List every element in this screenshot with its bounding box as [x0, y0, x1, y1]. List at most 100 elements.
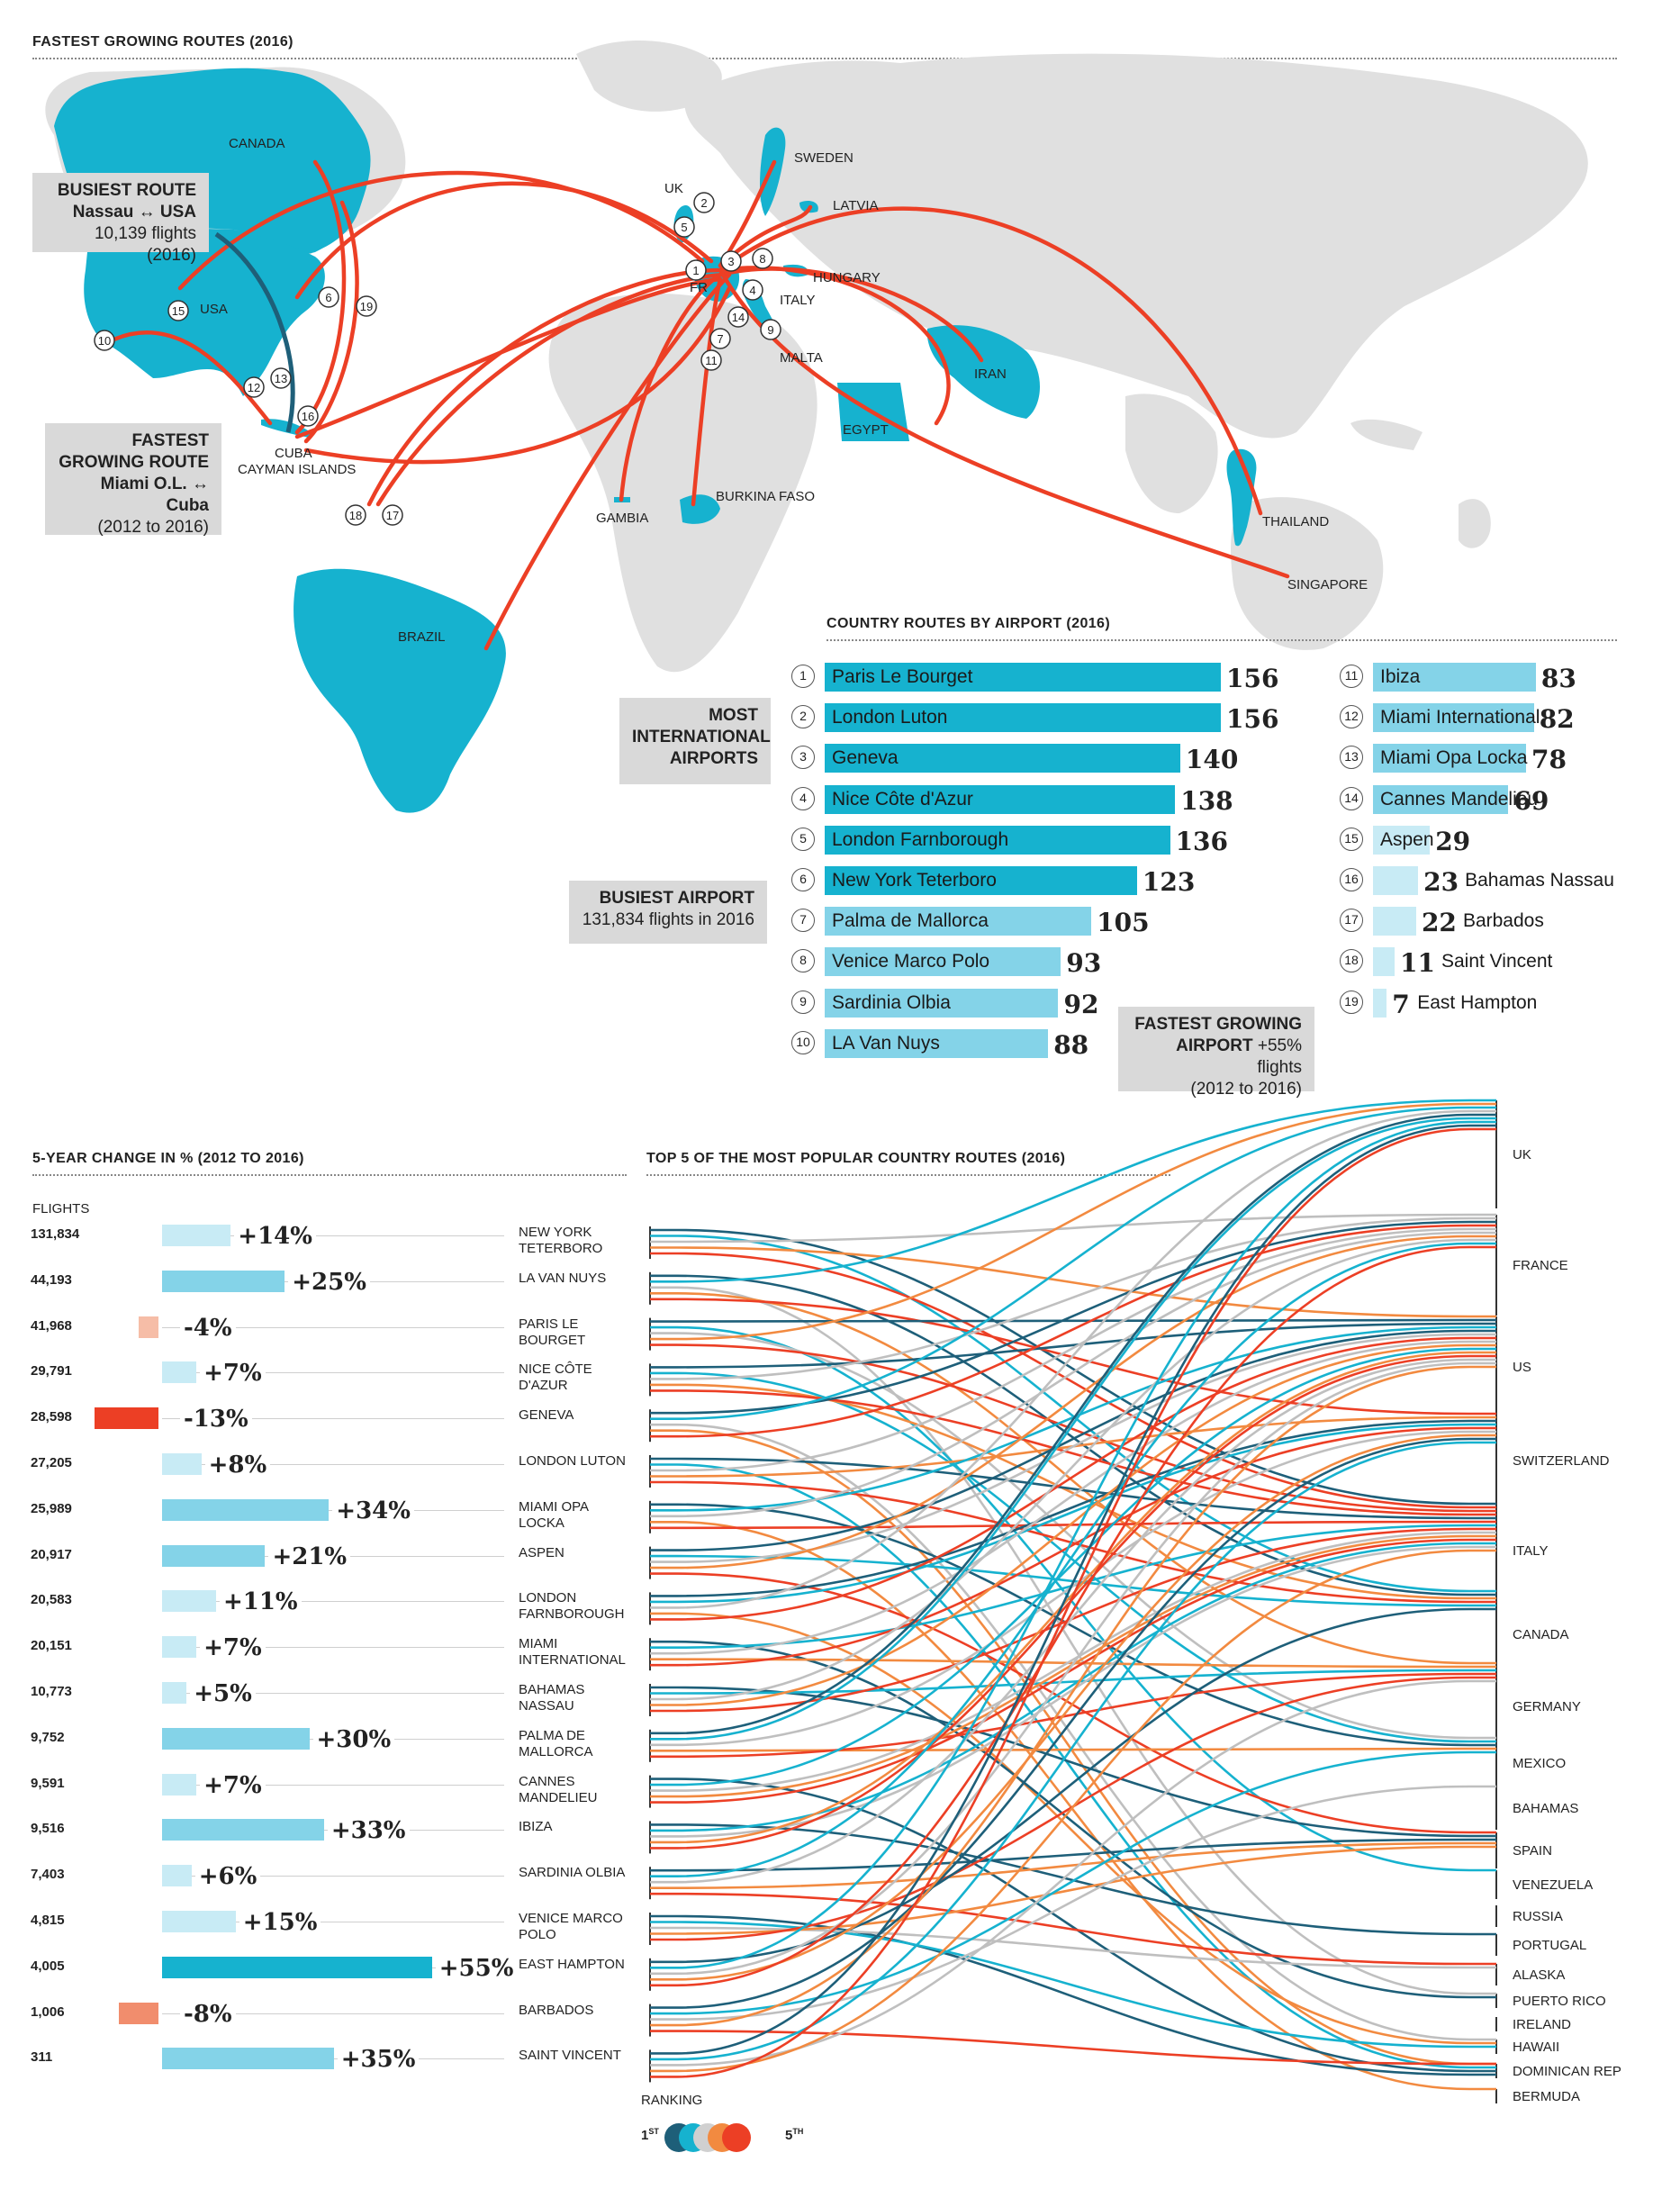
- rank-circle: 13: [1340, 746, 1363, 770]
- flow-route-line: [650, 1679, 1496, 2067]
- route-count-bar: [825, 744, 1180, 773]
- flow-route-line: [650, 1298, 1496, 1416]
- route-count-bar: [1373, 825, 1431, 855]
- flow-route-line: [650, 1347, 1496, 1786]
- change-percent: +35%: [337, 2046, 420, 2074]
- flow-route-line: [650, 1747, 1496, 1752]
- flow-route-line: [650, 1434, 1496, 1981]
- route-count-value: 7: [1392, 989, 1410, 1019]
- ranking-legend-end-num: 5: [785, 2128, 793, 2143]
- callout-most-international-1: MOST: [709, 706, 758, 725]
- route-airport-label: Palma de Mallorca: [832, 910, 989, 932]
- flight-count: 41,968: [31, 1317, 72, 1334]
- rank-circle: 1: [791, 665, 815, 688]
- change-percent: +21%: [268, 1542, 351, 1570]
- change-row-rule: [162, 1601, 504, 1603]
- flow-route-line: [650, 1542, 1496, 1832]
- route-count-value: 23: [1423, 867, 1459, 897]
- change-bar: [162, 2048, 334, 2070]
- svg-text:11: 11: [705, 354, 718, 367]
- flow-route-line: [650, 1340, 1496, 1655]
- flow-route-line: [650, 1238, 1496, 1701]
- flow-rule: [646, 1174, 1170, 1176]
- route-airport-label: Aspen: [1380, 828, 1434, 850]
- callout-fastest-airport-heading: FASTEST GROWING: [1134, 1015, 1302, 1034]
- flow-route-line: [650, 1365, 1496, 2027]
- flow-route-line: [650, 1554, 1496, 1607]
- route-count-bar: [1373, 988, 1387, 1018]
- route-count-bar: [825, 907, 1092, 936]
- flow-route-line: [650, 1286, 1496, 1995]
- flow-route-line: [650, 1527, 1496, 1713]
- ranking-legend-start-num: 1: [641, 2128, 649, 2143]
- flight-count: 9,591: [31, 1775, 65, 1791]
- flow-destination-label: BERMUDA: [1513, 2089, 1581, 2104]
- flow-route-line: [650, 1109, 1496, 1609]
- svg-text:5: 5: [681, 221, 687, 234]
- route-count-bar: [825, 825, 1170, 855]
- change-row-rule: [162, 1464, 504, 1465]
- svg-text:13: 13: [275, 372, 287, 385]
- callout-fastest-route-h2: GROWING ROUTE: [59, 453, 209, 472]
- rank-circle: 8: [791, 949, 815, 973]
- flow-route-line: [650, 1926, 1496, 1969]
- iran-shape: [926, 325, 1040, 419]
- flow-route-line: [650, 1220, 1496, 1415]
- route-count-bar: [825, 663, 1221, 692]
- svg-text:3: 3: [727, 255, 734, 268]
- flow-destination-label: SWITZERLAND: [1513, 1453, 1610, 1469]
- sweden-shape: [760, 127, 786, 216]
- svg-text:7: 7: [717, 332, 723, 346]
- map-marker-19: 19: [356, 295, 377, 317]
- change-airport-label: CANNES MANDELIEU: [519, 1773, 598, 1805]
- flight-count: 44,193: [31, 1271, 72, 1288]
- flow-route-line: [650, 1429, 1496, 2066]
- label-singapore: SINGAPORE: [1287, 577, 1368, 592]
- change-title: 5-YEAR CHANGE IN % (2012 TO 2016): [32, 1151, 304, 1166]
- map-marker-5: 5: [673, 216, 695, 238]
- flow-destination-label: HAWAII: [1513, 2040, 1560, 2055]
- route-count-bar: [1373, 703, 1534, 733]
- flight-count: 27,205: [31, 1455, 72, 1470]
- flow-route-line: [650, 1231, 1496, 1518]
- flow-route-line: [650, 1292, 1496, 1665]
- route-airport-label: Miami Opa Locka: [1380, 747, 1528, 769]
- route-lines: [105, 159, 1290, 651]
- route-airport-label: Barbados: [1462, 910, 1544, 932]
- route-count-value: 92: [1063, 989, 1099, 1019]
- ranking-legend-start: 1ST: [641, 2127, 659, 2143]
- label-brazil: BRAZIL: [398, 629, 446, 645]
- route-count-value: 78: [1531, 745, 1567, 775]
- route-airport-label: LA Van Nuys: [832, 1032, 940, 1054]
- label-latvia: LATVIA: [833, 198, 879, 213]
- change-percent: +6%: [194, 1863, 261, 1891]
- change-bar: [162, 1682, 187, 1704]
- rank-circle: 12: [1340, 705, 1363, 729]
- label-iran: IRAN: [974, 366, 1007, 382]
- callout-fastest-route-h1: FASTEST: [131, 431, 209, 450]
- rank-swatch-5: [722, 2123, 751, 2152]
- flow-route-line: [650, 1658, 1496, 1669]
- change-row-rule: [162, 2013, 504, 2014]
- flow-route-line: [650, 1371, 1496, 1743]
- flow-route-line: [650, 1640, 1496, 1999]
- flight-count: 1,006: [31, 2004, 65, 2020]
- flow-route-line: [650, 1531, 1496, 1792]
- flow-route-line: [650, 1252, 1496, 1509]
- flow-route-line: [650, 1524, 1496, 1649]
- flow-route-line: [650, 1224, 1496, 1438]
- route-count-bar: [825, 988, 1059, 1018]
- flow-route-line: [650, 1441, 1496, 2061]
- svg-text:15: 15: [172, 304, 185, 318]
- svg-text:16: 16: [302, 410, 314, 423]
- flow-route-line: [650, 1423, 1496, 2041]
- route-count-bar: [825, 1028, 1049, 1058]
- routes-by-airport-title: COUNTRY ROUTES BY AIRPORT (2016): [826, 616, 1111, 631]
- flow-destination-label: GERMANY: [1513, 1699, 1581, 1714]
- callout-busiest-route: BUSIEST ROUTE Nassau ↔ USA 10,139 flight…: [32, 173, 209, 265]
- flow-route-line: [650, 1520, 1496, 1530]
- ranking-legend-start-sup: ST: [648, 2127, 659, 2136]
- rank-circle: 11: [1340, 665, 1363, 688]
- rank-circle: 17: [1340, 909, 1363, 933]
